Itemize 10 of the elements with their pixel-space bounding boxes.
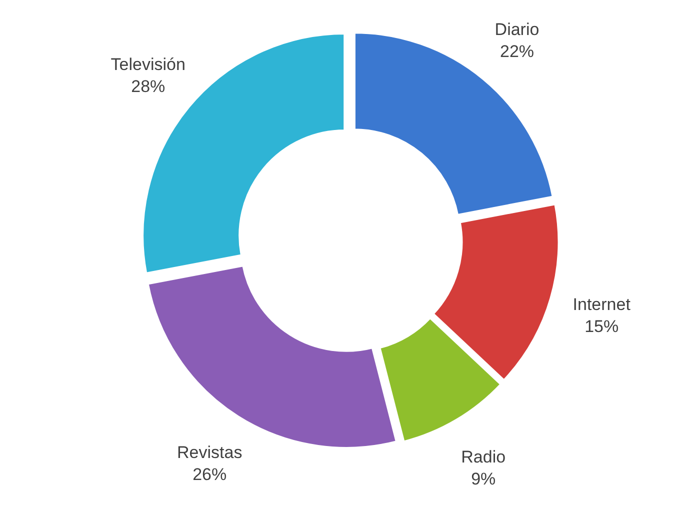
slice-label: Revistas — [177, 443, 242, 462]
slice-label: Diario — [494, 20, 540, 40]
data-label: 15% — [584, 317, 619, 336]
slice-label: Radio — [461, 448, 506, 467]
slice-label: Televisión — [110, 54, 186, 74]
data-label: 26% — [192, 465, 227, 484]
slice-label: Internet — [572, 295, 631, 314]
data-label: 22% — [500, 42, 534, 62]
data-label: 28% — [131, 76, 166, 96]
data-label: 9% — [471, 470, 496, 489]
